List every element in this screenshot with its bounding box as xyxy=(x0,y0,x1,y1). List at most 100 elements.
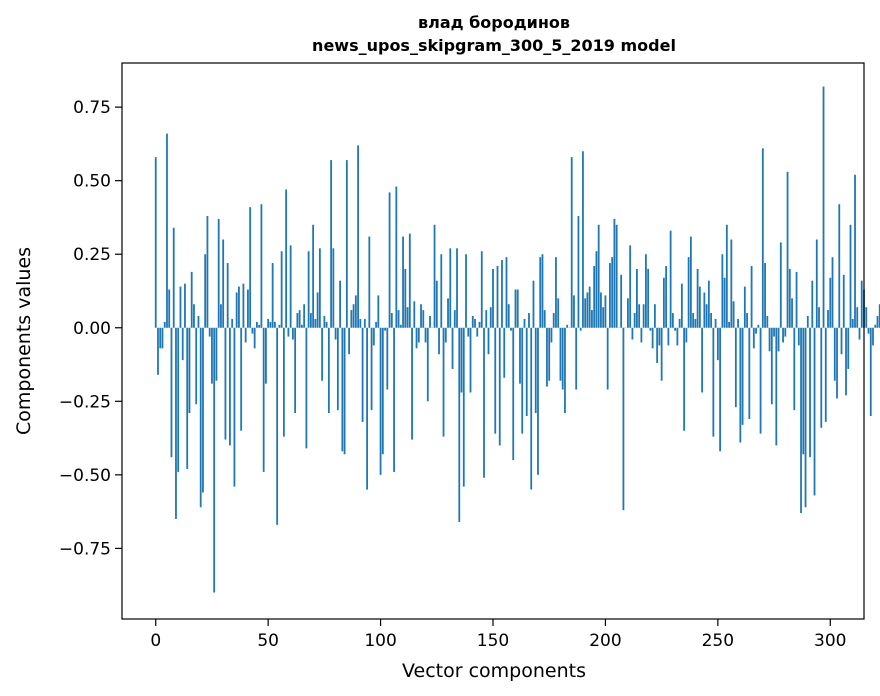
bar xyxy=(397,310,400,328)
bar xyxy=(811,280,814,328)
bar xyxy=(766,315,769,328)
bar xyxy=(543,310,546,328)
bar xyxy=(197,315,200,328)
bar xyxy=(420,304,422,328)
bar xyxy=(157,327,159,375)
bar xyxy=(820,327,823,428)
x-tick-label: 100 xyxy=(364,631,396,651)
bar xyxy=(732,301,735,328)
bar xyxy=(845,327,847,396)
bar xyxy=(159,327,162,349)
bar xyxy=(480,251,483,328)
bar xyxy=(678,318,681,328)
bar xyxy=(226,263,229,328)
bar xyxy=(615,224,618,328)
bar xyxy=(485,310,488,328)
bar xyxy=(496,265,499,328)
bar xyxy=(683,327,686,431)
bar xyxy=(280,251,283,328)
bar xyxy=(561,327,564,390)
y-tick-label: 0.00 xyxy=(73,319,111,339)
bar xyxy=(233,327,236,487)
bar xyxy=(444,327,447,343)
bar xyxy=(759,327,762,434)
bar xyxy=(451,327,454,369)
bar xyxy=(570,157,573,328)
bar xyxy=(784,327,787,337)
bar xyxy=(274,321,276,328)
bar xyxy=(638,304,641,328)
bar xyxy=(701,327,704,393)
bar xyxy=(824,327,827,422)
bar xyxy=(217,218,220,328)
bar xyxy=(671,313,674,328)
bar xyxy=(249,207,252,328)
bar xyxy=(800,327,802,514)
bar xyxy=(813,327,816,496)
bar xyxy=(366,327,368,490)
bar xyxy=(779,242,782,328)
bar xyxy=(211,327,213,384)
bar xyxy=(476,327,479,337)
bar xyxy=(698,286,701,328)
bar xyxy=(595,251,598,328)
bar xyxy=(694,318,697,328)
bar xyxy=(649,327,652,331)
bar xyxy=(611,257,614,328)
bar xyxy=(361,327,364,422)
bar xyxy=(874,324,877,328)
bar xyxy=(573,295,575,328)
bar xyxy=(588,286,591,328)
bar xyxy=(456,248,458,328)
bar xyxy=(453,310,456,328)
chart-title: влад бородинов xyxy=(418,13,570,32)
bar xyxy=(685,327,688,343)
bar xyxy=(793,327,796,411)
bar xyxy=(797,327,800,346)
bar xyxy=(321,327,324,381)
bar xyxy=(550,327,553,343)
bar xyxy=(220,304,222,328)
bar xyxy=(256,321,258,328)
bar xyxy=(327,327,330,414)
bar xyxy=(309,313,312,328)
bar xyxy=(822,86,825,328)
bar xyxy=(393,327,395,472)
bar xyxy=(815,239,818,328)
bar xyxy=(235,292,238,328)
y-tick-label: −0.25 xyxy=(59,392,111,412)
bar xyxy=(525,327,528,417)
x-axis-ticks: 0 50 100 150 200 250 300 xyxy=(150,619,846,651)
x-tick-label: 150 xyxy=(477,631,509,651)
bar xyxy=(788,268,791,328)
bar xyxy=(856,307,859,328)
y-tick-label: −0.50 xyxy=(59,466,111,486)
bar xyxy=(714,318,717,328)
bar xyxy=(710,313,712,328)
bar xyxy=(298,310,301,328)
bar xyxy=(460,327,463,393)
bar xyxy=(354,295,357,328)
bar xyxy=(629,245,632,328)
bar xyxy=(202,327,204,493)
bar xyxy=(188,327,191,414)
x-tick-label: 0 xyxy=(150,631,161,651)
bar xyxy=(564,327,566,414)
y-tick-label: 0.75 xyxy=(73,98,111,118)
bar xyxy=(656,327,659,364)
bar xyxy=(474,318,476,328)
bar xyxy=(186,327,189,469)
bar xyxy=(579,327,582,331)
bar xyxy=(341,327,344,452)
bar xyxy=(510,327,512,331)
bar xyxy=(449,248,452,328)
bar xyxy=(307,251,310,328)
bar xyxy=(175,327,177,519)
bar xyxy=(471,315,474,328)
bar xyxy=(345,160,348,328)
bar xyxy=(606,327,609,390)
bar xyxy=(642,304,645,328)
bar xyxy=(172,227,175,328)
bar xyxy=(645,254,647,328)
bar xyxy=(600,292,602,328)
